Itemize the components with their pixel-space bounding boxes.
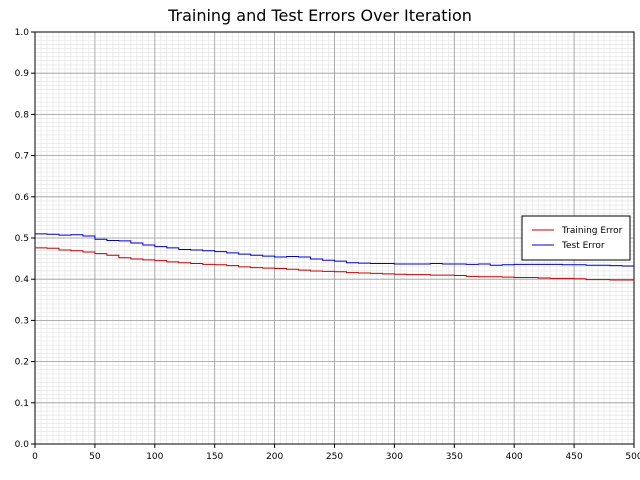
series-layer: [35, 233, 635, 281]
test-error-line: [35, 233, 634, 267]
x-tick-label: 50: [89, 452, 101, 462]
x-tick-label: 150: [206, 452, 223, 462]
y-tick-label: 0.9: [15, 69, 30, 79]
y-tick-label: 0.6: [15, 193, 30, 203]
legend-label-training: Training Error: [561, 226, 623, 236]
chart-title: Training and Test Errors Over Iteration: [168, 6, 472, 25]
y-tick-label: 0.5: [15, 234, 29, 244]
x-axis: 0 50 100 150 200 250 300 350 400 450 500: [32, 444, 640, 462]
y-tick-label: 0.2: [15, 358, 29, 368]
y-tick-label: 0.7: [15, 152, 29, 162]
y-tick-label: 0.4: [15, 275, 30, 285]
y-tick-label: 0.8: [15, 110, 30, 120]
training-error-line: [35, 247, 635, 281]
y-tick-label: 0.1: [15, 399, 29, 409]
x-tick-label: 250: [326, 452, 343, 462]
legend-label-test: Test Error: [561, 241, 605, 251]
legend-box: [521, 215, 631, 261]
x-tick-label: 300: [386, 452, 403, 462]
x-tick-label: 100: [146, 452, 163, 462]
y-tick-label: 0.0: [15, 440, 30, 450]
y-tick-label: 1.0: [15, 28, 30, 38]
y-tick-label: 0.3: [15, 316, 29, 326]
y-axis: 0.0 0.1 0.2 0.3 0.4 0.5 0.6 0.7 0.8 0.9 1.0: [15, 28, 35, 450]
x-tick-label: 450: [566, 452, 583, 462]
x-tick-label: 0: [32, 452, 38, 462]
x-tick-label: 400: [506, 452, 523, 462]
x-tick-label: 500: [625, 452, 640, 462]
x-tick-label: 200: [266, 452, 283, 462]
legend: Training Error Test Error: [521, 215, 631, 261]
x-tick-label: 350: [446, 452, 463, 462]
